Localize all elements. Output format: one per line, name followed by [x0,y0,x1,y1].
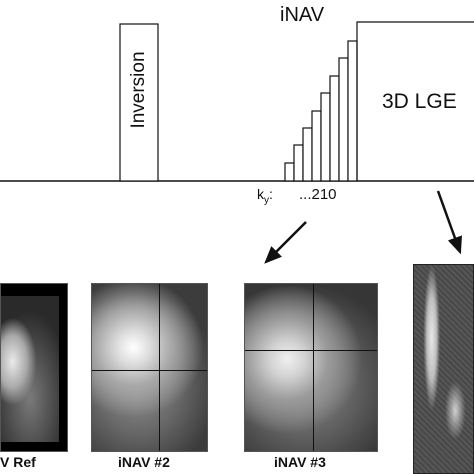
ky-label: ky: [257,186,273,206]
lge-image [413,264,474,474]
inav-pulse-3 [302,127,313,182]
ky-subscript: y [264,194,269,206]
inav-pulse-5 [320,92,331,182]
inav-pulse-8 [347,40,358,182]
ky-values-label: ...210 [299,186,337,203]
lge-label: 3D LGE [382,90,457,113]
inversion-label: Inversion [128,51,149,129]
crosshair-vertical [159,284,160,451]
nav-ref-caption: V Ref [0,454,36,470]
inav-3-caption: iNAV #3 [274,454,326,470]
crosshair-vertical [313,284,314,451]
inav-pulse-1 [284,162,295,182]
inav-ramp-pulses [284,40,358,182]
crosshair-horizontal [245,350,377,351]
nav-ref-image [0,283,68,452]
ky-prefix: k [257,186,264,202]
inav-pulse-7 [338,57,349,182]
inav-to-images-arrow [264,221,307,264]
inav-2-caption: iNAV #2 [118,454,170,470]
lge-readout-block [356,21,474,181]
inav-pulse-4 [311,110,322,182]
crosshair-horizontal [92,370,207,371]
inav-3-image [244,283,378,452]
inav-pulse-2 [293,144,304,182]
inav-pulse-6 [329,75,340,182]
inav-label: iNAV [280,4,325,26]
inav-2-image [91,283,208,452]
ky-colon: : [269,186,273,202]
lge-to-image-arrow [436,190,462,255]
inversion-pulse-block [119,23,159,182]
